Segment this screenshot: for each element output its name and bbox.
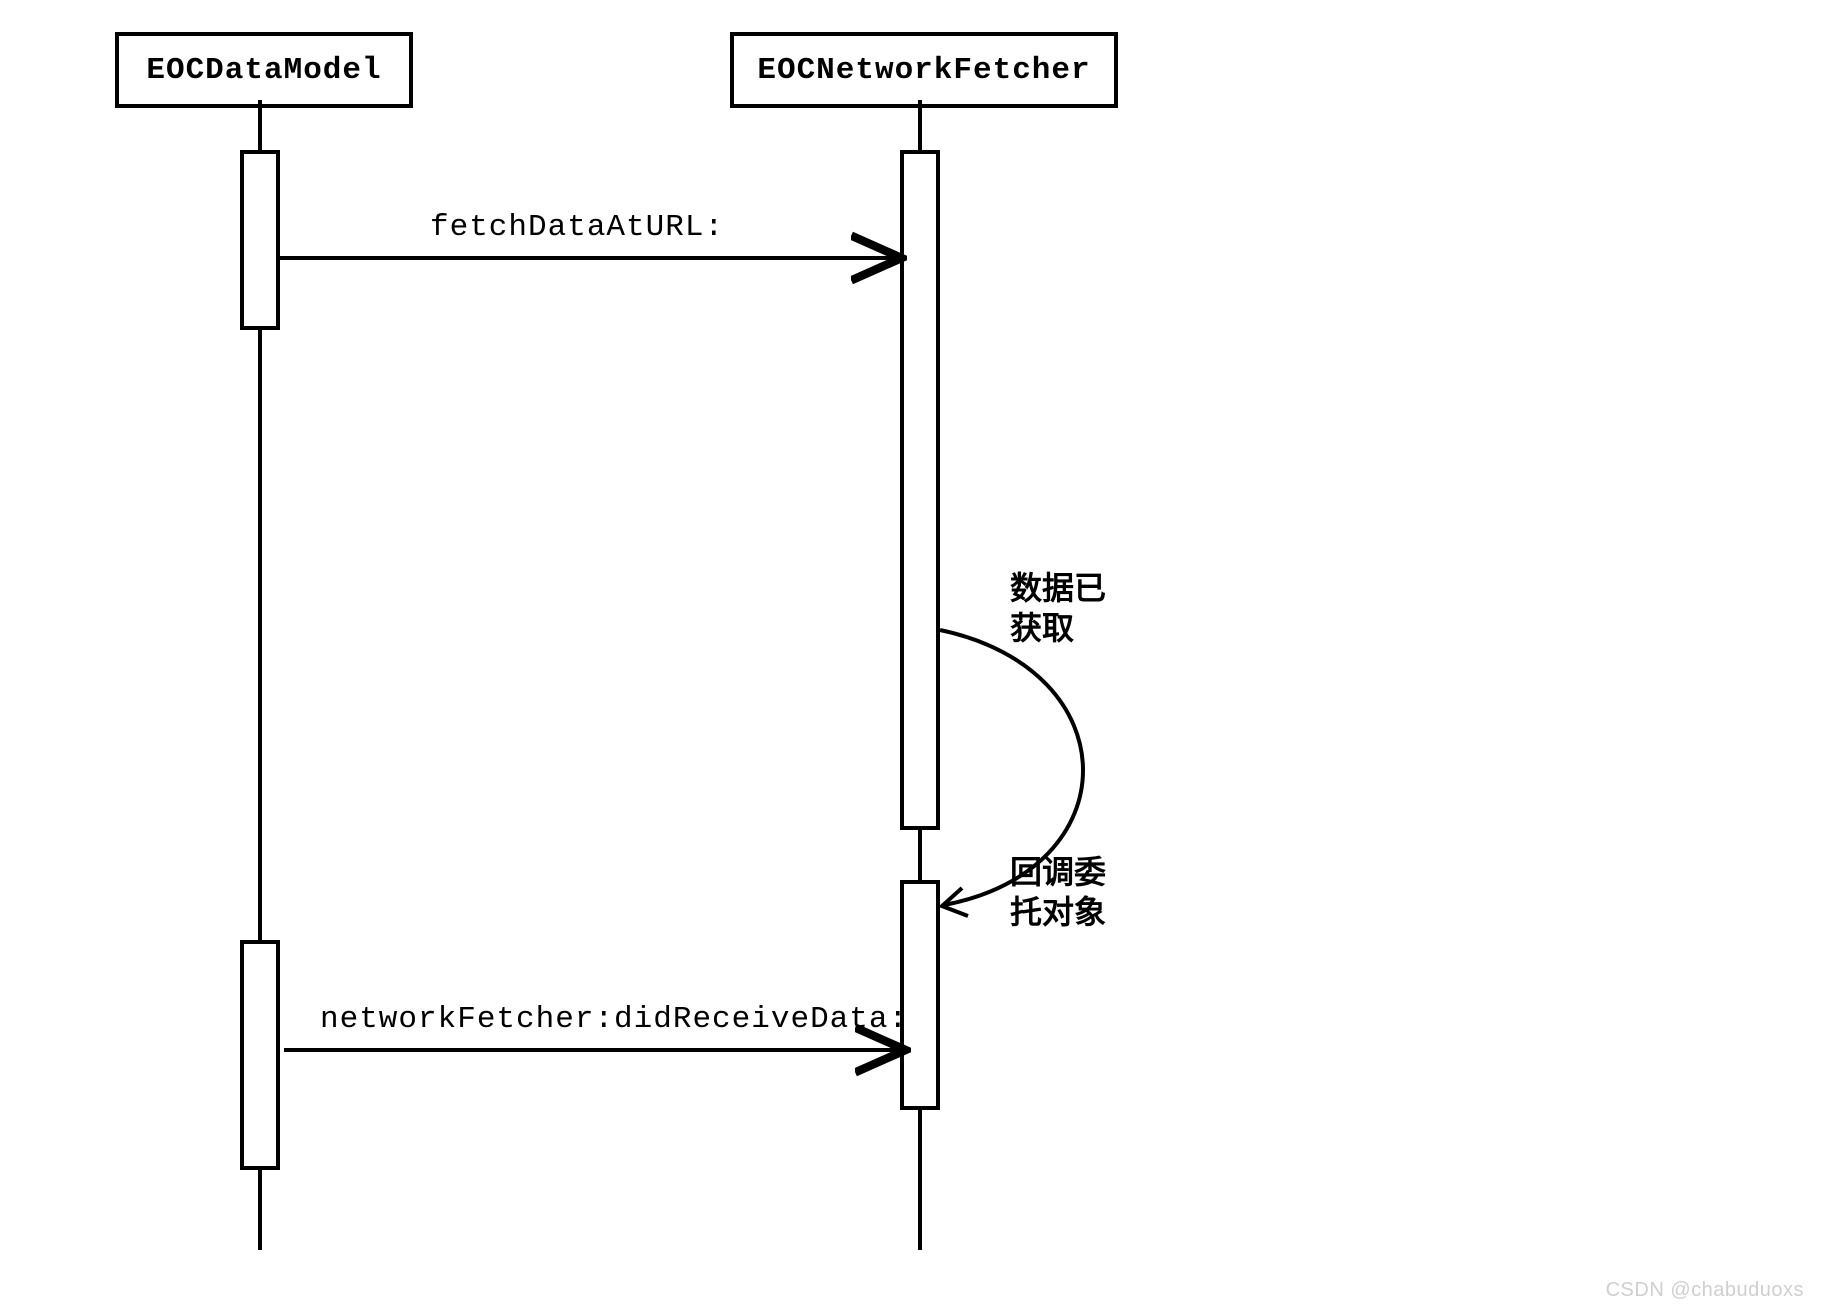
self-message-label-top: 数据已 获取	[1010, 568, 1106, 648]
label-line: 回调委	[1010, 854, 1106, 890]
participant-network-fetcher: EOCNetworkFetcher	[730, 32, 1118, 108]
self-message-label-bottom: 回调委 托对象	[1010, 852, 1106, 932]
activation-nf-2	[900, 880, 940, 1110]
activation-nf-1	[900, 150, 940, 830]
activation-dm-1	[240, 150, 280, 330]
participant-label: EOCDataModel	[146, 53, 381, 88]
label-line: 托对象	[1010, 894, 1106, 930]
participant-label: EOCNetworkFetcher	[757, 53, 1090, 88]
self-message-arrowhead	[942, 888, 968, 916]
sequence-diagram: { "diagram": { "type": "sequence-diagram…	[0, 0, 1822, 1312]
message-label-callback: networkFetcher:didReceiveData:	[320, 1002, 908, 1037]
label-line: 获取	[1010, 610, 1074, 646]
participant-data-model: EOCDataModel	[115, 32, 413, 108]
watermark: CSDN @chabuduoxs	[1606, 1279, 1804, 1302]
activation-dm-2	[240, 940, 280, 1170]
message-label-fetch: fetchDataAtURL:	[430, 210, 724, 245]
label-line: 数据已	[1010, 570, 1106, 606]
